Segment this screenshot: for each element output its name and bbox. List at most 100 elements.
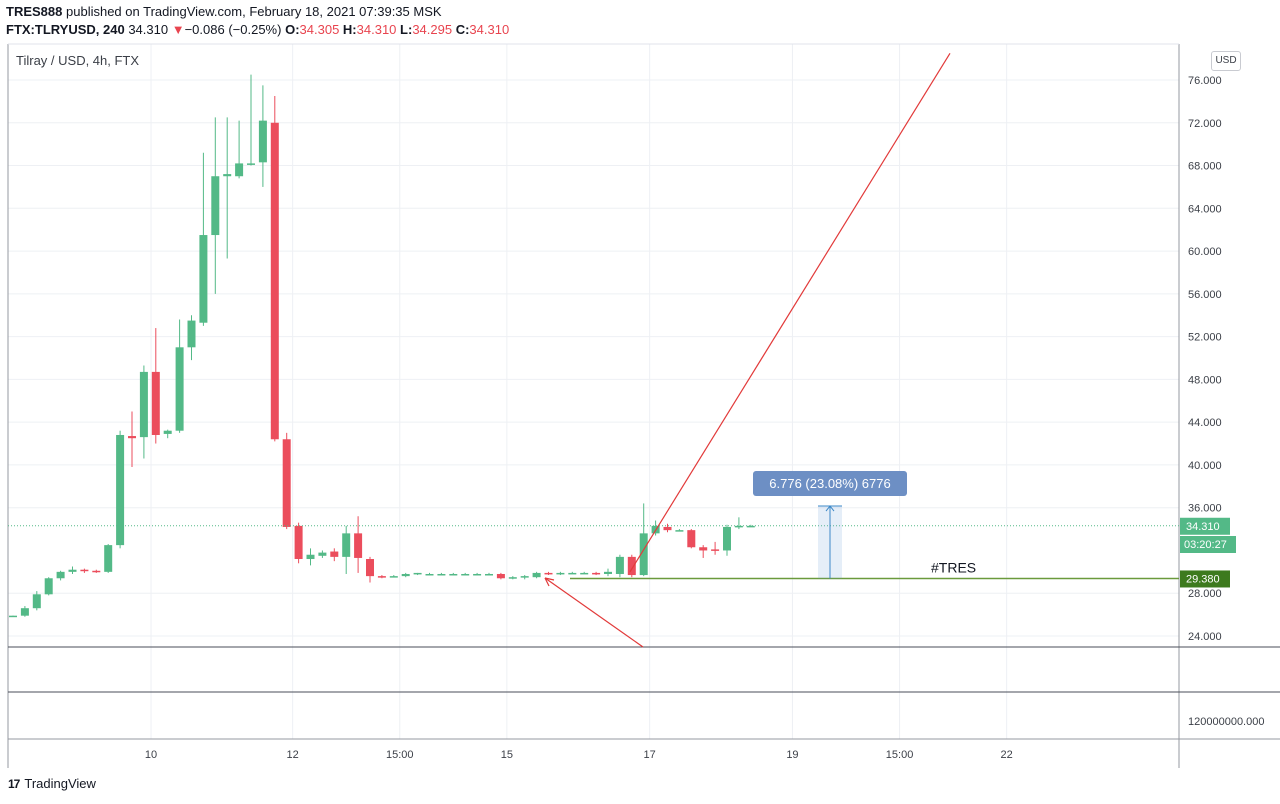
candle-body [151, 371, 160, 435]
candle-body [556, 572, 565, 575]
publish-info: TRES888 published on TradingView.com, Fe… [6, 4, 442, 19]
candle [508, 576, 517, 580]
candle-body [318, 552, 327, 556]
price-tick-label: 68.000 [1188, 161, 1222, 173]
countdown-badge-text: 03:20:27 [1184, 539, 1227, 551]
time-tick-label: 15:00 [386, 749, 414, 761]
time-tick-label: 15:00 [886, 749, 914, 761]
candle-body [699, 547, 708, 551]
candle [615, 554, 624, 578]
arrow-line [544, 577, 644, 648]
level-badge: 29.380 [1180, 570, 1230, 588]
candle-body [675, 530, 684, 532]
last-price-badge-text: 34.310 [1186, 521, 1220, 533]
last-price-badge: 34.310 [1180, 517, 1230, 535]
candle-body [449, 573, 458, 576]
open-value: 34.305 [299, 22, 340, 37]
price-axis: 24.000 28.000 36.000 40.000 44.000 48.000 52.0… [1180, 75, 1264, 728]
candle [175, 319, 184, 433]
candle [437, 572, 446, 576]
candle [604, 568, 612, 577]
brand-name: TradingView [24, 776, 96, 791]
candle [318, 550, 327, 558]
candle [258, 85, 267, 187]
candle [639, 503, 648, 577]
countdown-badge: 03:20:27 [1180, 536, 1236, 553]
candle-body [116, 434, 125, 546]
candle-body [342, 533, 351, 557]
candle [568, 571, 577, 575]
candle [354, 516, 363, 573]
candle-body [520, 576, 529, 578]
candle-body [425, 573, 434, 576]
candle-body [9, 615, 17, 618]
close-value: 34.310 [469, 22, 510, 37]
candle-body [247, 163, 255, 165]
candle [247, 74, 255, 166]
currency-badge[interactable]: USD [1211, 51, 1241, 71]
candle [306, 548, 315, 566]
candle-body [639, 533, 648, 576]
candle-body [199, 235, 208, 323]
price-tick-label: 72.000 [1188, 118, 1222, 130]
last-price-badge-bg [1180, 517, 1230, 535]
candle [116, 430, 125, 549]
price-tick-label: 48.000 [1188, 374, 1222, 386]
candle [425, 572, 434, 576]
candle-body [306, 554, 315, 560]
candle [556, 571, 565, 576]
candle [532, 571, 541, 579]
candle-body [413, 572, 422, 575]
level-badge-text: 29.380 [1186, 573, 1220, 585]
candle [711, 541, 720, 555]
candle-body [711, 549, 720, 551]
grid-lines [8, 44, 1179, 739]
candle [413, 572, 422, 576]
candle [627, 554, 636, 578]
price-chart[interactable]: #TRES 6.776 (23.08%) 6776 24.000 28.000 36.… [0, 0, 1280, 770]
candle-body [568, 572, 577, 575]
candle [187, 315, 196, 361]
drawings: #TRES 6.776 (23.08%) 6776 [8, 52, 1179, 648]
candle [330, 548, 339, 562]
candle [675, 529, 684, 532]
price-tick-label: 76.000 [1188, 75, 1222, 87]
measure-label-box [753, 471, 907, 496]
price-tick-label: 52.000 [1188, 332, 1222, 344]
candle-body [163, 430, 172, 434]
ohlc-header: FTX:TLRYUSD, 240 34.310 ▼−0.086 (−0.25%)… [6, 22, 509, 37]
chart-legend: Tilray / USD, 4h, FTX [16, 53, 140, 68]
open-label: O: [285, 22, 300, 37]
symbol-label: FTX:TLRYUSD, 240 [6, 22, 125, 37]
candle [270, 96, 279, 442]
candle-body [532, 572, 541, 578]
price-tick-label: 24.000 [1188, 631, 1222, 643]
author-name[interactable]: TRES888 [6, 4, 63, 19]
candle-body [592, 572, 601, 575]
candle [485, 572, 493, 576]
candle-body [187, 320, 196, 348]
price-tick-label: 44.000 [1188, 417, 1222, 429]
candle [544, 571, 553, 576]
tradingview-brand[interactable]: 17 TradingView [8, 776, 96, 791]
candle-body [473, 573, 482, 576]
tradingview-logo-icon: 17 [8, 776, 20, 791]
candle [734, 517, 743, 530]
price-tick-label: 40.000 [1188, 460, 1222, 472]
candle [663, 523, 672, 533]
price-change: −0.086 (−0.25%) [184, 22, 282, 37]
candle-body [44, 578, 53, 595]
candle-body [615, 556, 624, 574]
candle-body [508, 577, 517, 579]
down-arrow-icon: ▼ [171, 22, 185, 37]
candle-body [723, 526, 731, 551]
candle-body [270, 122, 279, 440]
high-value: 34.310 [356, 22, 397, 37]
candle [235, 120, 244, 179]
candle-body [139, 371, 148, 438]
candle [92, 569, 101, 573]
close-label: C: [455, 22, 470, 37]
candles [9, 74, 755, 618]
candle-body [663, 526, 672, 531]
price-tick-label: 28.000 [1188, 588, 1222, 600]
